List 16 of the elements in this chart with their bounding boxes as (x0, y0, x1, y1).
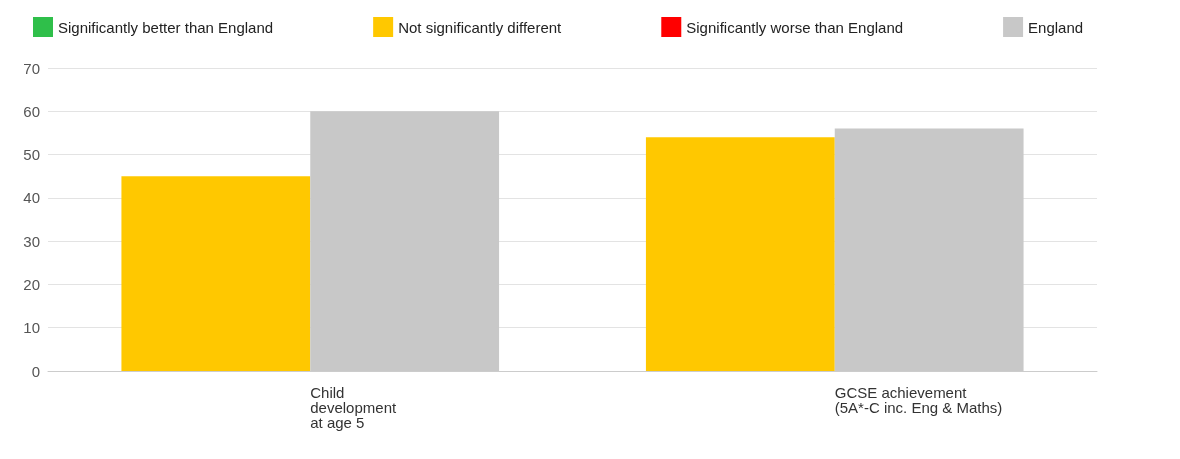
y-tick-label: 30 (23, 232, 40, 250)
bar (645, 137, 835, 371)
legend-label: England (1028, 18, 1084, 36)
x-tick-label: Child development at age 5 (310, 384, 397, 431)
y-tick-label: 70 (23, 59, 40, 77)
y-tick-label: 20 (23, 275, 40, 293)
y-tick-label: 0 (31, 362, 40, 380)
y-tick-label: 10 (23, 319, 40, 337)
legend-label: Not significantly different (398, 18, 563, 36)
y-tick-label: 50 (23, 146, 40, 164)
bar (121, 176, 311, 371)
legend-label: Significantly better than England (58, 18, 274, 36)
y-tick-label: 40 (23, 189, 40, 207)
x-tick-label: GCSE achievement (5A*-C inc. Eng & Maths) (834, 384, 1003, 416)
y-tick-label: 60 (23, 102, 40, 120)
legend-label: Significantly worse than England (686, 18, 904, 36)
